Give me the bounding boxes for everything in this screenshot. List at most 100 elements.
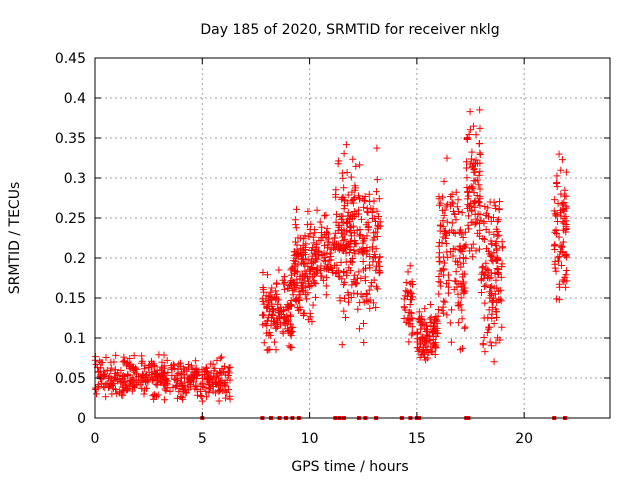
data-point [340, 196, 348, 204]
data-point [166, 387, 174, 395]
data-point [555, 257, 563, 265]
y-tick-label: 0.3 [64, 171, 86, 187]
data-point [436, 257, 444, 265]
data-point [147, 359, 155, 367]
data-point [552, 267, 560, 275]
data-point [354, 305, 362, 313]
data-point [433, 329, 441, 337]
data-point [326, 249, 334, 257]
data-point [193, 386, 201, 394]
data-point [354, 248, 362, 256]
data-point [370, 197, 378, 205]
data-point [484, 266, 492, 274]
data-point [481, 299, 489, 307]
data-point [310, 277, 318, 285]
data-point [372, 228, 380, 236]
data-point [561, 251, 569, 259]
data-point [373, 207, 381, 215]
data-point [348, 258, 356, 266]
data-point [400, 295, 408, 303]
data-point [440, 177, 448, 185]
data-point [340, 184, 348, 192]
data-point [363, 291, 371, 299]
y-axis-label: SRMTID / TECUs [7, 182, 23, 295]
data-point [344, 208, 352, 216]
data-point [310, 249, 318, 257]
data-point [471, 220, 479, 228]
data-point [296, 275, 304, 283]
data-point [452, 268, 460, 276]
data-point [174, 369, 182, 377]
data-point [555, 233, 563, 241]
data-point [292, 284, 300, 292]
data-point [421, 305, 429, 313]
data-point [435, 195, 443, 203]
data-point [485, 247, 493, 255]
data-point [161, 396, 169, 404]
data-point [262, 295, 270, 303]
data-point [299, 310, 307, 318]
data-point [454, 290, 462, 298]
data-point [288, 343, 296, 351]
data-point [343, 271, 351, 279]
data-point [481, 235, 489, 243]
data-point [279, 276, 287, 284]
data-point [363, 232, 371, 240]
data-point [338, 169, 346, 177]
data-point [113, 390, 121, 398]
data-point [150, 363, 158, 371]
data-point [294, 234, 302, 242]
data-point [458, 315, 466, 323]
data-point [340, 226, 348, 234]
data-point [181, 381, 189, 389]
data-point [292, 205, 300, 213]
data-point [484, 274, 492, 282]
data-point [315, 237, 323, 245]
data-point [215, 374, 223, 382]
data-point [495, 231, 503, 239]
data-point [322, 264, 330, 272]
data-point [371, 217, 379, 225]
data-point [464, 212, 472, 220]
data-point [302, 270, 310, 278]
data-point [267, 288, 275, 296]
data-point [126, 355, 134, 363]
data-point [297, 282, 305, 290]
data-point [105, 382, 113, 390]
data-point [123, 362, 131, 370]
data-point [188, 362, 196, 370]
data-point [426, 315, 434, 323]
data-point [493, 255, 501, 263]
data-point [487, 217, 495, 225]
data-point [375, 266, 383, 274]
data-point [307, 264, 315, 272]
data-point [486, 284, 494, 292]
data-point [492, 308, 500, 316]
data-point [400, 304, 408, 312]
data-point [551, 260, 559, 268]
data-point [469, 162, 477, 170]
data-point [551, 196, 559, 204]
data-point [366, 198, 374, 206]
data-point [448, 306, 456, 314]
data-point [273, 280, 281, 288]
data-point [376, 268, 384, 276]
data-point [346, 222, 354, 230]
data-point [476, 202, 484, 210]
data-point [199, 375, 207, 383]
data-point [347, 267, 355, 275]
data-point [452, 188, 460, 196]
y-tick-label: 0.15 [55, 291, 86, 307]
x-tick-label: 20 [515, 431, 533, 447]
y-tick-label: 0.25 [55, 211, 86, 227]
data-point [114, 376, 122, 384]
data-point [557, 243, 565, 251]
data-point [366, 252, 374, 260]
data-point [340, 268, 348, 276]
data-point [332, 270, 340, 278]
data-point [154, 391, 162, 399]
data-point [304, 262, 312, 270]
data-point [463, 188, 471, 196]
data-point [553, 180, 561, 188]
data-point [563, 277, 571, 285]
